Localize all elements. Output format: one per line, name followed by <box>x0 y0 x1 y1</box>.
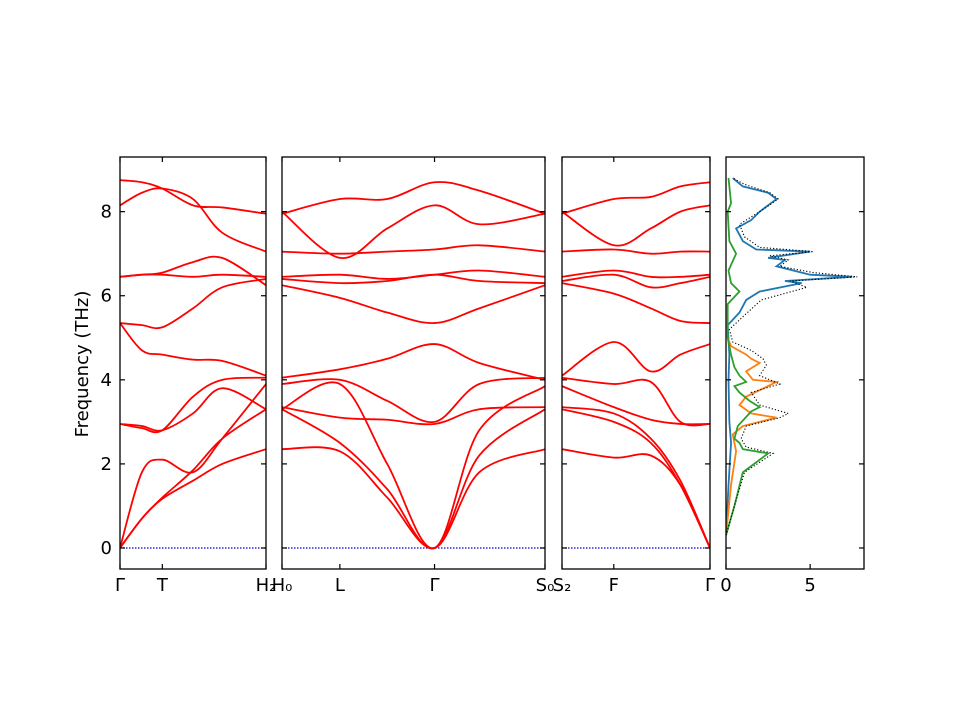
phonon-band-line <box>120 383 266 549</box>
y-tick-label: 0 <box>101 538 112 559</box>
high-symmetry-point-label: S₂ <box>553 575 572 596</box>
dos-panel-curves <box>726 177 858 536</box>
phonon-band-line <box>282 244 545 255</box>
phonon-band-line <box>562 282 710 324</box>
y-tick-label: 4 <box>101 370 112 391</box>
high-symmetry-point-label: F <box>609 575 619 596</box>
phonon-band-line <box>562 248 710 255</box>
phonon-band-line <box>562 406 710 549</box>
dos-projected-curve <box>726 177 853 536</box>
phonon-band-line <box>120 179 266 215</box>
phonon-band-line <box>282 406 545 426</box>
phonon-band-line <box>120 322 266 377</box>
phonon-band-line <box>120 408 266 549</box>
y-tick-label: 2 <box>101 454 112 475</box>
phonon-band-line <box>562 341 710 377</box>
high-symmetry-point-label: Γ <box>705 575 715 596</box>
dos-projected-curve <box>726 337 780 536</box>
band-panel-1-bands <box>120 179 266 549</box>
high-symmetry-point-label: H₀ <box>272 575 293 596</box>
y-tick-label: 6 <box>101 286 112 307</box>
y-tick-label: 8 <box>101 202 112 223</box>
high-symmetry-point-label: S₀ <box>536 575 555 596</box>
phonon-band-line <box>282 446 545 549</box>
band-panel-2-bands <box>282 181 545 550</box>
phonon-band-line <box>562 204 710 247</box>
phonon-band-line <box>120 278 266 330</box>
phonon-band-line <box>120 387 266 432</box>
phonon-band-line <box>282 181 545 215</box>
phonon-band-line <box>562 181 710 215</box>
dos-total-curve <box>726 177 858 536</box>
phonon-band-line <box>282 408 545 550</box>
high-symmetry-point-label: T <box>156 575 169 596</box>
y-axis-label: Frequency (THz) <box>72 291 93 438</box>
phonon-band-line <box>120 273 266 278</box>
phonon-band-line <box>562 273 710 289</box>
high-symmetry-point-label: Γ <box>115 575 125 596</box>
dos-projected-curve <box>726 177 771 536</box>
dos-x-tick-label: 0 <box>720 575 731 596</box>
high-symmetry-point-label: L <box>335 575 345 596</box>
phonon-band-line <box>282 269 545 280</box>
phonon-band-line <box>562 385 710 426</box>
dos-x-tick-label: 5 <box>804 575 815 596</box>
phonon-band-line <box>120 376 266 434</box>
phonon-band-line <box>282 376 545 423</box>
phonon-band-line <box>282 381 545 549</box>
high-symmetry-point-label: H₂ <box>256 575 277 596</box>
phonon-band-line <box>282 284 545 324</box>
band-panel-2-frame <box>281 156 546 570</box>
phonon-band-line <box>282 204 545 259</box>
band-panel-3-frame <box>561 156 711 570</box>
phonon-band-line <box>562 408 710 549</box>
dos-panel-frame <box>725 156 865 570</box>
band-panel-3-bands <box>562 181 710 549</box>
phonon-band-line <box>562 269 710 279</box>
phonon-band-line <box>562 376 710 427</box>
phonon-band-line <box>282 343 545 381</box>
band-panel-1-frame <box>119 156 267 570</box>
high-symmetry-point-label: Γ <box>430 575 440 596</box>
phonon-band-line <box>120 187 266 253</box>
